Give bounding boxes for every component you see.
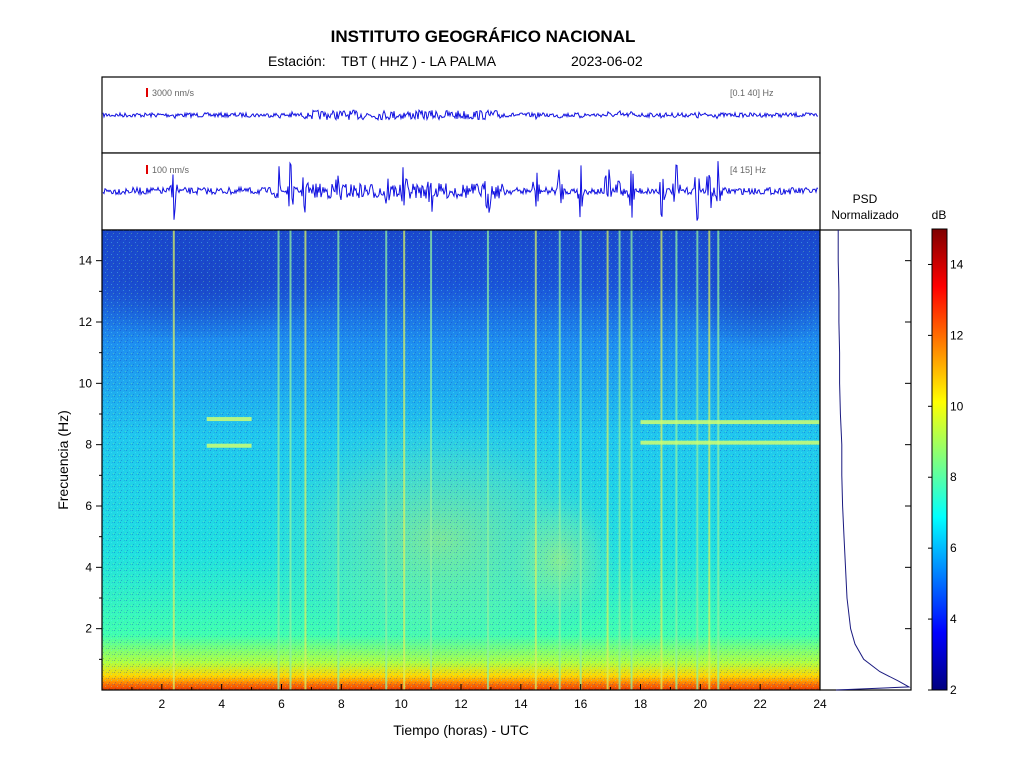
spectrogram xyxy=(102,230,820,690)
y-tick-label: 8 xyxy=(85,438,92,452)
trace-1-scale-marker xyxy=(146,88,148,97)
event-streak xyxy=(717,230,720,690)
event-streak xyxy=(606,230,609,690)
event-streak xyxy=(385,230,388,690)
y-tick-label: 14 xyxy=(79,254,93,268)
event-streak xyxy=(172,230,175,690)
x-tick-label: 6 xyxy=(278,697,285,711)
colorbar-tick-label: 6 xyxy=(950,541,957,555)
psd-panel: PSD Normalizado xyxy=(819,192,912,691)
y-tick-label: 6 xyxy=(85,499,92,513)
colorbar-tick-label: 8 xyxy=(950,470,957,484)
trace-1-scale: 3000 nm/s xyxy=(152,88,195,98)
event-streak xyxy=(708,230,711,690)
date-label: 2023-06-02 xyxy=(571,53,643,69)
event-streak xyxy=(289,230,292,690)
colorbar-tick-label: 10 xyxy=(950,399,964,413)
colorbar-tick-label: 2 xyxy=(950,683,957,697)
trace-2-waveform xyxy=(102,161,819,221)
psd-subtitle: Normalizado xyxy=(831,208,899,222)
event-streak xyxy=(696,230,699,690)
x-tick-label: 4 xyxy=(218,697,225,711)
event-streak xyxy=(430,230,433,690)
x-tick-label: 12 xyxy=(454,697,468,711)
trace-1-band: [0.1 40] Hz xyxy=(730,88,774,98)
event-streak xyxy=(337,230,340,690)
tremor-band-upper xyxy=(640,420,820,425)
y-tick-label: 2 xyxy=(85,622,92,636)
tremor-band-lower xyxy=(206,443,252,448)
colorbar-label: dB xyxy=(932,208,947,222)
event-streak xyxy=(660,230,663,690)
station-label: Estación: xyxy=(268,53,326,69)
colorbar-tick-label: 14 xyxy=(950,257,964,271)
trace-panel-filtered: 100 nm/s [4 15] Hz xyxy=(101,152,821,231)
x-tick-label: 18 xyxy=(634,697,648,711)
y-axis-label: Frecuencia (Hz) xyxy=(55,410,71,510)
trace-1-waveform xyxy=(102,108,819,122)
tremor-band-upper xyxy=(206,417,252,422)
event-streak xyxy=(534,230,537,690)
y-tick-label: 12 xyxy=(79,315,93,329)
colorbar: dB 2 4 6 8 10 12 14 xyxy=(928,208,964,697)
event-streak xyxy=(403,230,406,690)
trace-2-band: [4 15] Hz xyxy=(730,165,767,175)
x-tick-label: 22 xyxy=(753,697,767,711)
event-streak xyxy=(277,230,280,690)
event-streak xyxy=(579,230,582,690)
event-streak xyxy=(304,230,307,690)
x-tick-label: 24 xyxy=(813,697,827,711)
y-tick-label: 4 xyxy=(85,560,92,574)
colorbar-tick-label: 4 xyxy=(950,612,957,626)
psd-title: PSD xyxy=(853,192,878,206)
colorbar-tick-label: 12 xyxy=(950,328,964,342)
x-axis-label: Tiempo (horas) - UTC xyxy=(393,722,529,738)
x-tick-label: 2 xyxy=(158,697,165,711)
x-tick-label: 8 xyxy=(338,697,345,711)
x-tick-label: 16 xyxy=(574,697,588,711)
x-tick-label: 10 xyxy=(394,697,408,711)
event-streak xyxy=(486,230,489,690)
x-tick-label: 20 xyxy=(694,697,708,711)
psd-curve xyxy=(835,230,911,691)
trace-2-scale: 100 nm/s xyxy=(152,165,190,175)
figure-title: INSTITUTO GEOGRÁFICO NACIONAL xyxy=(331,27,636,46)
event-streak xyxy=(558,230,561,690)
event-streak xyxy=(630,230,633,690)
station-name: TBT ( HHZ ) - LA PALMA xyxy=(341,53,497,69)
event-streak xyxy=(618,230,621,690)
tremor-band-lower xyxy=(640,440,820,445)
trace-2-scale-marker xyxy=(146,165,148,174)
x-tick-label: 14 xyxy=(514,697,528,711)
y-tick-label: 10 xyxy=(79,376,93,390)
event-streak xyxy=(675,230,678,690)
trace-panel-broadband: 3000 nm/s [0.1 40] Hz xyxy=(101,76,821,154)
